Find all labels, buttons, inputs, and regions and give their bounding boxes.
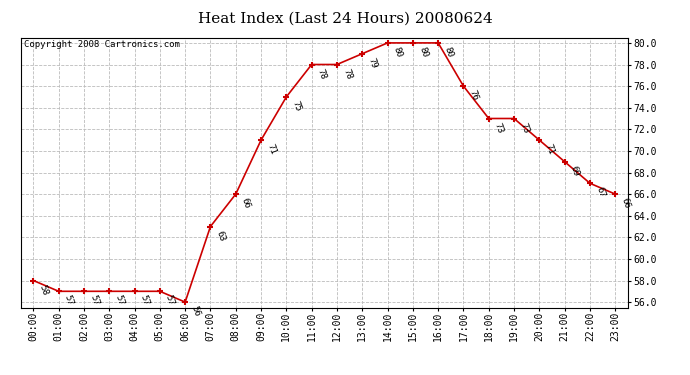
Text: 79: 79 xyxy=(366,57,379,70)
Text: 76: 76 xyxy=(468,89,480,102)
Text: 78: 78 xyxy=(316,67,328,81)
Text: 56: 56 xyxy=(189,305,201,318)
Text: 57: 57 xyxy=(88,294,100,307)
Text: 78: 78 xyxy=(341,67,353,81)
Text: 67: 67 xyxy=(594,186,607,199)
Text: 80: 80 xyxy=(417,46,429,59)
Text: 80: 80 xyxy=(442,46,455,59)
Text: 58: 58 xyxy=(37,283,50,297)
Text: 63: 63 xyxy=(215,229,227,243)
Text: 80: 80 xyxy=(392,46,404,59)
Text: 66: 66 xyxy=(620,197,631,210)
Text: 66: 66 xyxy=(240,197,252,210)
Text: 73: 73 xyxy=(518,121,531,135)
Text: 57: 57 xyxy=(164,294,176,307)
Text: 73: 73 xyxy=(493,121,505,135)
Text: 57: 57 xyxy=(113,294,126,307)
Text: Heat Index (Last 24 Hours) 20080624: Heat Index (Last 24 Hours) 20080624 xyxy=(197,11,493,25)
Text: 71: 71 xyxy=(544,143,555,156)
Text: 71: 71 xyxy=(265,143,277,156)
Text: 57: 57 xyxy=(139,294,151,307)
Text: 75: 75 xyxy=(290,100,303,113)
Text: Copyright 2008 Cartronics.com: Copyright 2008 Cartronics.com xyxy=(23,40,179,49)
Text: 57: 57 xyxy=(63,294,75,307)
Text: 69: 69 xyxy=(569,165,581,178)
